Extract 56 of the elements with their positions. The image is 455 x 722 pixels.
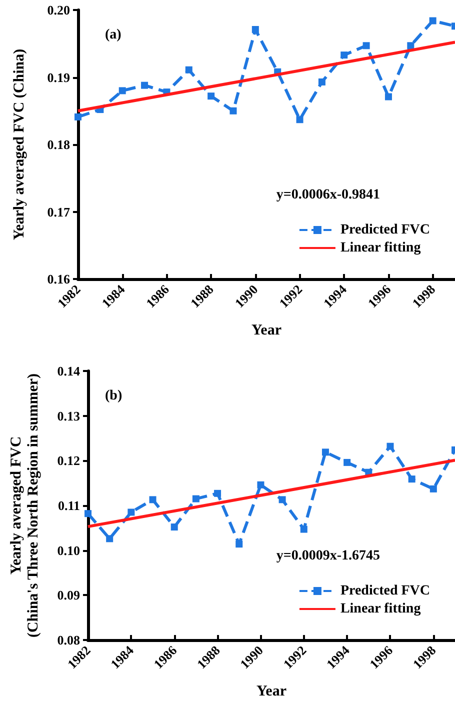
y-tick-label: 0.13 xyxy=(57,408,80,424)
point xyxy=(386,442,394,450)
y-tick-label: 0.20 xyxy=(47,2,70,18)
point xyxy=(185,66,192,74)
point xyxy=(106,535,114,542)
y-tick-label: 0.16 xyxy=(47,272,70,286)
legend-label: Predicted FVC xyxy=(340,222,430,238)
point xyxy=(384,93,392,100)
y-tick-label: 0.18 xyxy=(47,137,70,152)
point xyxy=(340,52,348,59)
point xyxy=(344,458,351,466)
y-tick-label: 0.12 xyxy=(57,453,80,468)
point xyxy=(407,42,414,50)
y-tick-label: 0.14 xyxy=(57,364,80,378)
legend-label: Predicted FVC xyxy=(340,584,430,598)
y-tick-label: 0.11 xyxy=(58,498,80,513)
point xyxy=(84,510,92,518)
point xyxy=(149,496,156,504)
point xyxy=(74,113,82,120)
point xyxy=(208,92,215,100)
legend-label: Linear fitting xyxy=(340,240,421,256)
point xyxy=(430,485,437,492)
point xyxy=(296,116,304,124)
y-axis-title: Yearly averaged FVC (China) xyxy=(12,48,28,240)
point xyxy=(429,17,436,24)
point xyxy=(236,540,243,548)
point xyxy=(170,524,178,531)
y-tick-label: 0.10 xyxy=(57,542,80,558)
point xyxy=(141,82,148,89)
point xyxy=(118,87,126,94)
x-tick-label: 1990 xyxy=(232,282,261,311)
x-axis-title: Year xyxy=(252,322,282,338)
point xyxy=(362,42,370,50)
annotation: (b) xyxy=(105,388,122,404)
y-tick-label: 0.09 xyxy=(57,588,80,603)
x-axis-title: Year xyxy=(256,684,287,700)
y-tick-label: 0.17 xyxy=(47,204,70,220)
annotation: (a) xyxy=(105,28,122,42)
point xyxy=(408,476,416,483)
point xyxy=(300,526,308,533)
point xyxy=(192,495,200,502)
point xyxy=(252,26,259,34)
annotation: y=0.0006x-0.9841 xyxy=(276,188,380,202)
y-tick-label: 0.08 xyxy=(57,632,80,648)
annotation: y=0.0009x-1.6745 xyxy=(276,548,380,564)
y-axis-title: Yearly averaged FVC (China's Three North Region in summer) xyxy=(8,373,42,638)
point xyxy=(278,496,286,504)
point xyxy=(128,508,135,516)
point xyxy=(214,490,222,497)
point xyxy=(318,78,326,86)
legend-label: Linear fitting xyxy=(340,602,421,616)
point xyxy=(322,448,329,456)
x-tick-label: 1992 xyxy=(280,642,310,672)
point xyxy=(257,481,264,488)
point xyxy=(230,107,237,114)
y-tick-label: 0.19 xyxy=(47,70,70,85)
